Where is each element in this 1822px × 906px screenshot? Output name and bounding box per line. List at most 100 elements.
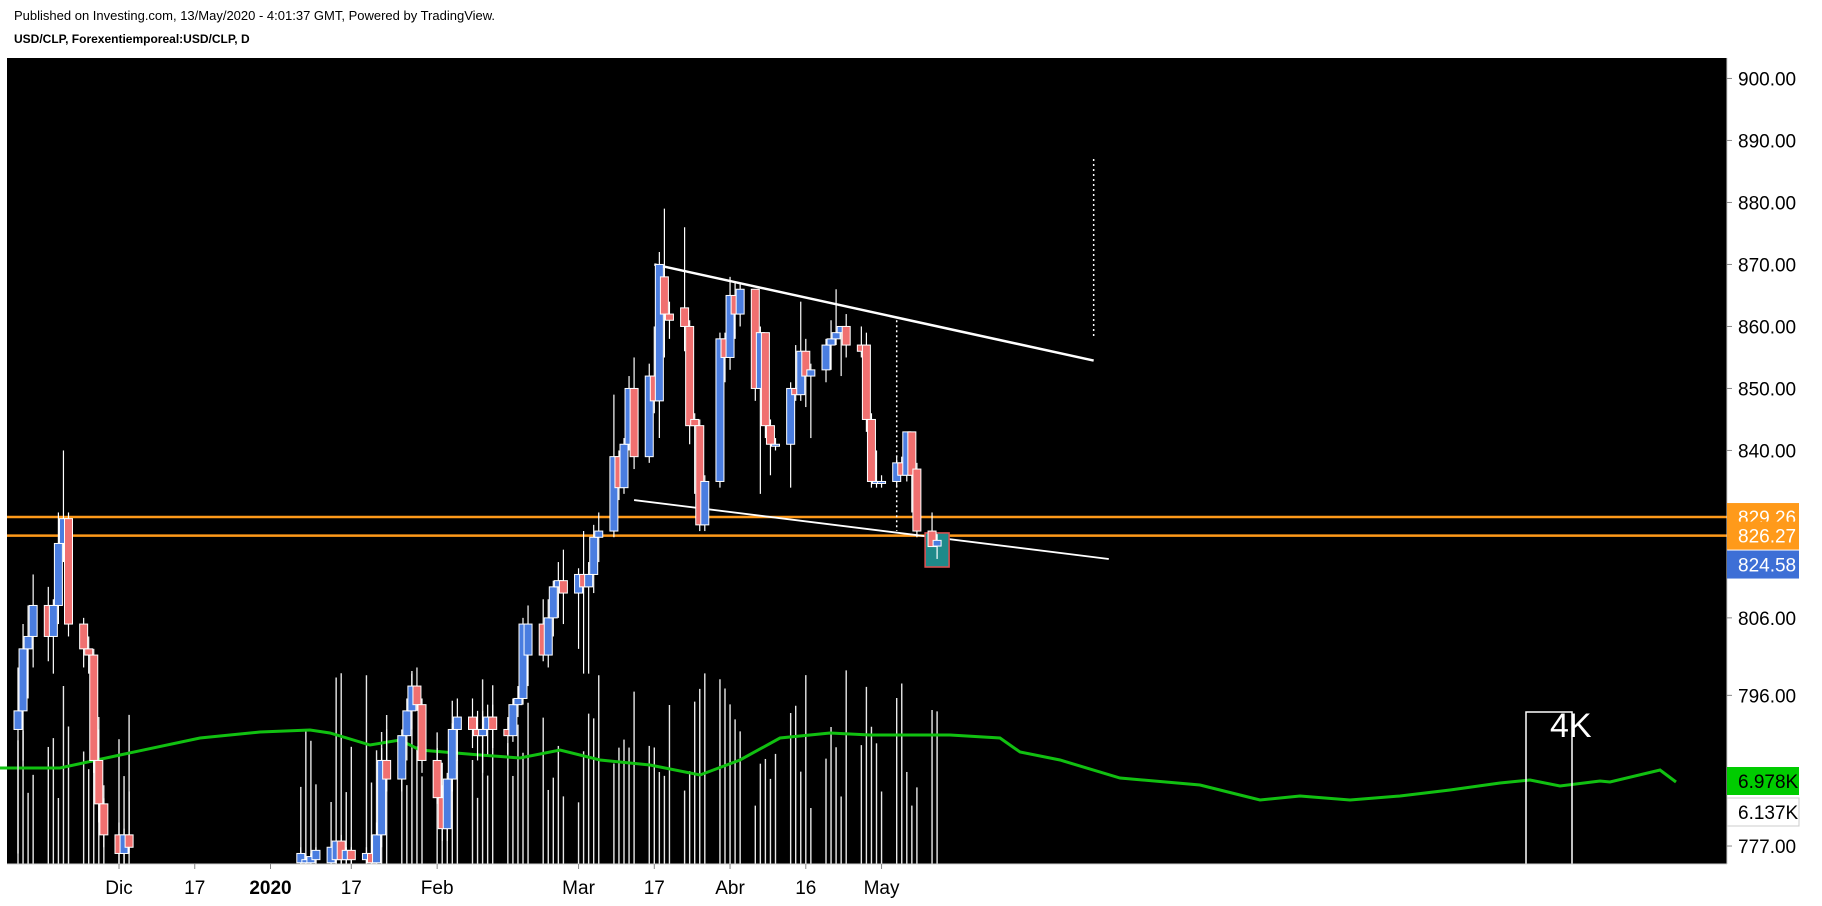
- candle-body: [296, 852, 306, 864]
- candle: [397, 729, 407, 792]
- candle-body: [685, 325, 695, 427]
- channel-trendline: [633, 499, 1109, 560]
- candle: [79, 617, 89, 668]
- candle: [654, 252, 664, 439]
- candle: [725, 276, 735, 370]
- candle-body: [821, 344, 831, 371]
- candle: [695, 419, 705, 532]
- candle: [346, 847, 356, 866]
- candle: [771, 438, 780, 451]
- volume-label-bg: [1726, 797, 1800, 827]
- time-tick-label: Abr: [715, 878, 745, 899]
- candle: [589, 524, 599, 594]
- candle-body: [23, 635, 33, 650]
- time-tick-label: 17: [341, 878, 362, 899]
- candle-body: [912, 468, 922, 532]
- candle: [99, 785, 109, 848]
- candle-body: [508, 704, 518, 737]
- candle-body: [478, 728, 488, 737]
- candle-body: [64, 518, 73, 625]
- candle: [907, 431, 917, 513]
- price-tick-label: 900.00: [1738, 69, 1796, 90]
- candle-body: [94, 759, 104, 805]
- candle-body: [543, 617, 553, 656]
- candle-body: [382, 759, 392, 780]
- candle-body: [806, 369, 816, 377]
- candle: [18, 624, 28, 761]
- candle-body: [346, 849, 356, 861]
- candle: [23, 605, 33, 699]
- time-tick-label: 17: [644, 878, 665, 899]
- price-label: 824.58: [1738, 556, 1796, 577]
- candle: [377, 748, 387, 848]
- candle-body: [48, 604, 58, 637]
- candle-body: [402, 710, 412, 737]
- candle: [402, 698, 412, 761]
- candle-body: [442, 778, 452, 830]
- candle-body: [79, 623, 89, 650]
- candle: [700, 475, 710, 532]
- price-tick-label: 860.00: [1738, 317, 1796, 338]
- candle: [447, 723, 457, 792]
- volume-layer: 4K: [0, 670, 1677, 864]
- candle-body: [786, 387, 796, 445]
- candle: [513, 686, 523, 718]
- candle: [432, 748, 442, 804]
- candle-body: [417, 704, 427, 761]
- price-tick-label: 880.00: [1738, 193, 1796, 214]
- candle: [659, 208, 669, 358]
- candle: [826, 320, 836, 370]
- candle-body: [372, 834, 382, 864]
- candle-body: [841, 325, 851, 346]
- candle: [523, 605, 533, 687]
- candle: [831, 289, 841, 346]
- candle: [382, 729, 392, 792]
- price-tick-label: 890.00: [1738, 131, 1796, 152]
- candle-body: [523, 623, 533, 656]
- candle: [48, 599, 58, 674]
- candle-body: [831, 332, 841, 340]
- candle-body: [907, 431, 917, 476]
- chart-header: Published on Investing.com, 13/May/2020 …: [14, 8, 495, 46]
- candle-body: [99, 803, 109, 836]
- candle-body: [765, 425, 775, 445]
- candle: [912, 462, 922, 538]
- candle-body: [866, 418, 876, 482]
- candle-body: [518, 623, 528, 699]
- candle-body: [84, 648, 94, 656]
- candle-body: [89, 654, 99, 761]
- candle-body: [932, 539, 942, 547]
- candle-body: [397, 735, 407, 780]
- candle: [64, 512, 73, 637]
- candles-layer: [13, 208, 950, 866]
- volume-scale-box: [1525, 711, 1573, 864]
- candle: [584, 562, 594, 674]
- candle: [715, 332, 725, 488]
- price-tick-label: 850.00: [1738, 379, 1796, 400]
- candle: [372, 822, 382, 866]
- price-label: 826.27: [1738, 527, 1796, 548]
- candle: [488, 704, 498, 749]
- price-label-bg: [1727, 521, 1799, 550]
- candle-body: [589, 536, 599, 575]
- candle-body: [488, 716, 498, 730]
- candle: [690, 413, 700, 494]
- candle-body: [644, 375, 654, 458]
- candle: [28, 574, 38, 668]
- time-tick-label: 16: [795, 878, 816, 899]
- candle: [927, 512, 937, 548]
- candle-body: [659, 276, 669, 315]
- time-tick-label: Mar: [562, 878, 595, 899]
- candle-body: [654, 263, 664, 402]
- candle: [685, 320, 695, 445]
- candle: [877, 475, 887, 488]
- candle: [53, 512, 63, 625]
- candle: [806, 363, 816, 439]
- volume-label: 6.978K: [1738, 772, 1799, 793]
- candle-body: [700, 480, 710, 526]
- candle: [452, 698, 462, 761]
- candle: [548, 580, 558, 637]
- candle: [417, 698, 427, 773]
- price-tick-label: 840.00: [1738, 441, 1796, 462]
